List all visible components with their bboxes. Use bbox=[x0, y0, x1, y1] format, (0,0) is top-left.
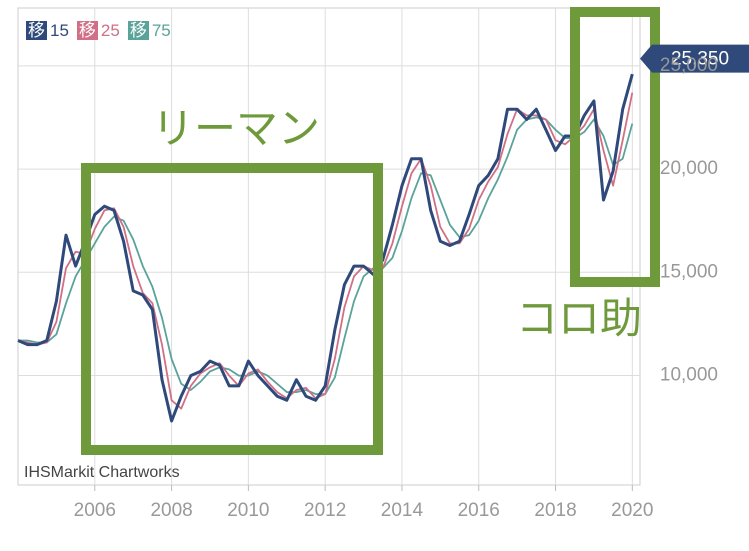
plot-area bbox=[17, 7, 641, 486]
y-tick-label: 20,000 bbox=[660, 158, 718, 179]
series-line bbox=[17, 73, 634, 423]
y-tick-label: 10,000 bbox=[660, 365, 718, 386]
x-tick-label: 2016 bbox=[458, 500, 500, 521]
price-marker bbox=[640, 44, 749, 73]
x-tick-label: 2012 bbox=[304, 500, 346, 521]
annotation: コロ助 bbox=[516, 295, 642, 342]
x-tick-label: 2006 bbox=[74, 500, 116, 521]
annotation-box bbox=[81, 163, 383, 455]
source: IHSMarkit Chartworks bbox=[24, 464, 180, 481]
legend: 移15 移25 移75 bbox=[26, 16, 171, 41]
x-tick-label: 2018 bbox=[534, 500, 576, 521]
x-tick-label: 2014 bbox=[381, 500, 424, 521]
legend-item: 移75 bbox=[129, 21, 171, 40]
annotation: リーマン bbox=[152, 105, 320, 152]
x-tick-label: 2008 bbox=[150, 500, 192, 521]
x-tick-label: 2010 bbox=[227, 500, 269, 521]
y-tick-label: 15,000 bbox=[660, 261, 718, 282]
lines bbox=[17, 73, 634, 423]
legend-item: 移15 bbox=[28, 21, 69, 40]
annotation-box bbox=[570, 7, 660, 287]
price-badge: 25,350 bbox=[640, 44, 749, 73]
x-tick-label: 2020 bbox=[611, 500, 653, 521]
price-label: 25,350 bbox=[671, 49, 729, 70]
y-tick-label: 25,000 bbox=[660, 55, 718, 76]
legend-item: 移25 bbox=[78, 21, 120, 40]
